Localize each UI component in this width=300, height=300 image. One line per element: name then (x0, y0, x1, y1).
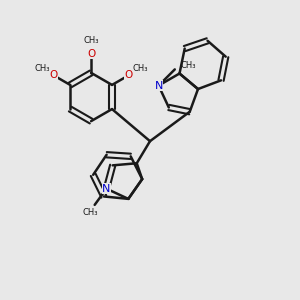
Text: O: O (50, 70, 58, 80)
Text: O: O (87, 49, 95, 59)
Text: CH₃: CH₃ (34, 64, 50, 73)
Text: CH₃: CH₃ (83, 36, 99, 45)
Text: CH₃: CH₃ (180, 61, 196, 70)
Text: CH₃: CH₃ (82, 208, 98, 217)
Text: O: O (124, 70, 133, 80)
Text: N: N (154, 81, 163, 91)
Text: CH₃: CH₃ (132, 64, 148, 73)
Text: N: N (102, 184, 111, 194)
